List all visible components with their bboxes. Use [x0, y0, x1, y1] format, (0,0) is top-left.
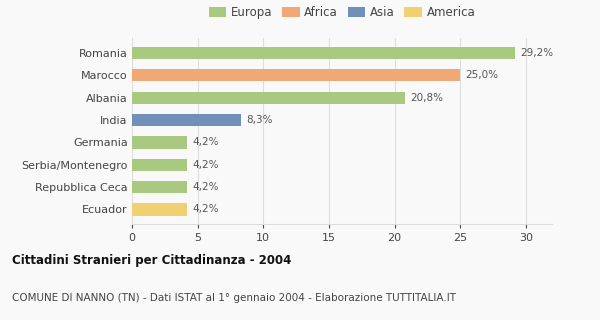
Bar	[132, 181, 187, 193]
Text: 4,2%: 4,2%	[193, 204, 219, 214]
Bar	[132, 69, 460, 82]
Bar	[132, 136, 187, 148]
Text: 4,2%: 4,2%	[193, 137, 219, 148]
Text: COMUNE DI NANNO (TN) - Dati ISTAT al 1° gennaio 2004 - Elaborazione TUTTITALIA.I: COMUNE DI NANNO (TN) - Dati ISTAT al 1° …	[12, 293, 456, 303]
Bar	[132, 47, 515, 59]
Legend: Europa, Africa, Asia, America: Europa, Africa, Asia, America	[206, 4, 478, 21]
Text: 29,2%: 29,2%	[521, 48, 554, 58]
Bar	[132, 203, 187, 216]
Text: 25,0%: 25,0%	[466, 70, 499, 80]
Text: 4,2%: 4,2%	[193, 182, 219, 192]
Text: 20,8%: 20,8%	[410, 93, 443, 103]
Text: Cittadini Stranieri per Cittadinanza - 2004: Cittadini Stranieri per Cittadinanza - 2…	[12, 254, 292, 267]
Text: 8,3%: 8,3%	[246, 115, 272, 125]
Bar	[132, 159, 187, 171]
Bar	[132, 114, 241, 126]
Bar	[132, 92, 405, 104]
Text: 4,2%: 4,2%	[193, 160, 219, 170]
